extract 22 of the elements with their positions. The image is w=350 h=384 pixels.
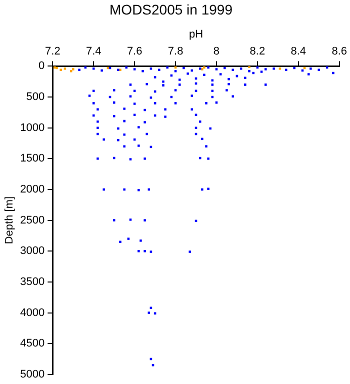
x-tick-label: 7.6 (126, 46, 142, 58)
y-tick-label: 1500 (20, 152, 45, 165)
x-tick-label: 8.2 (250, 46, 266, 58)
x-tick-label: 7.8 (168, 46, 184, 58)
x-tick-label: 7.2 (45, 46, 60, 58)
y-tick-label: 2500 (20, 214, 45, 226)
x-tick-label: 7.4 (86, 46, 102, 58)
chart-title: MODS2005 in 1999 (110, 1, 233, 18)
y-tick-label: 4000 (20, 306, 45, 319)
x-axis-title: pH (188, 28, 204, 40)
y-axis-title: Depth [m] (4, 196, 16, 244)
x-tick-label: 8.6 (332, 46, 348, 58)
y-tick-label: 2000 (20, 184, 45, 196)
y-tick-label: 500 (26, 91, 45, 104)
y-tick-label: 4500 (20, 338, 45, 350)
y-tick-label: 5000 (20, 368, 45, 380)
x-tick-label: 8.4 (290, 46, 306, 58)
y-tick-label: 1000 (20, 122, 45, 134)
y-tick-label: 3500 (20, 276, 45, 288)
x-tick-label: 8 (213, 46, 220, 58)
y-tick-label: 0 (38, 60, 45, 72)
y-tick-label: 3000 (20, 245, 45, 258)
